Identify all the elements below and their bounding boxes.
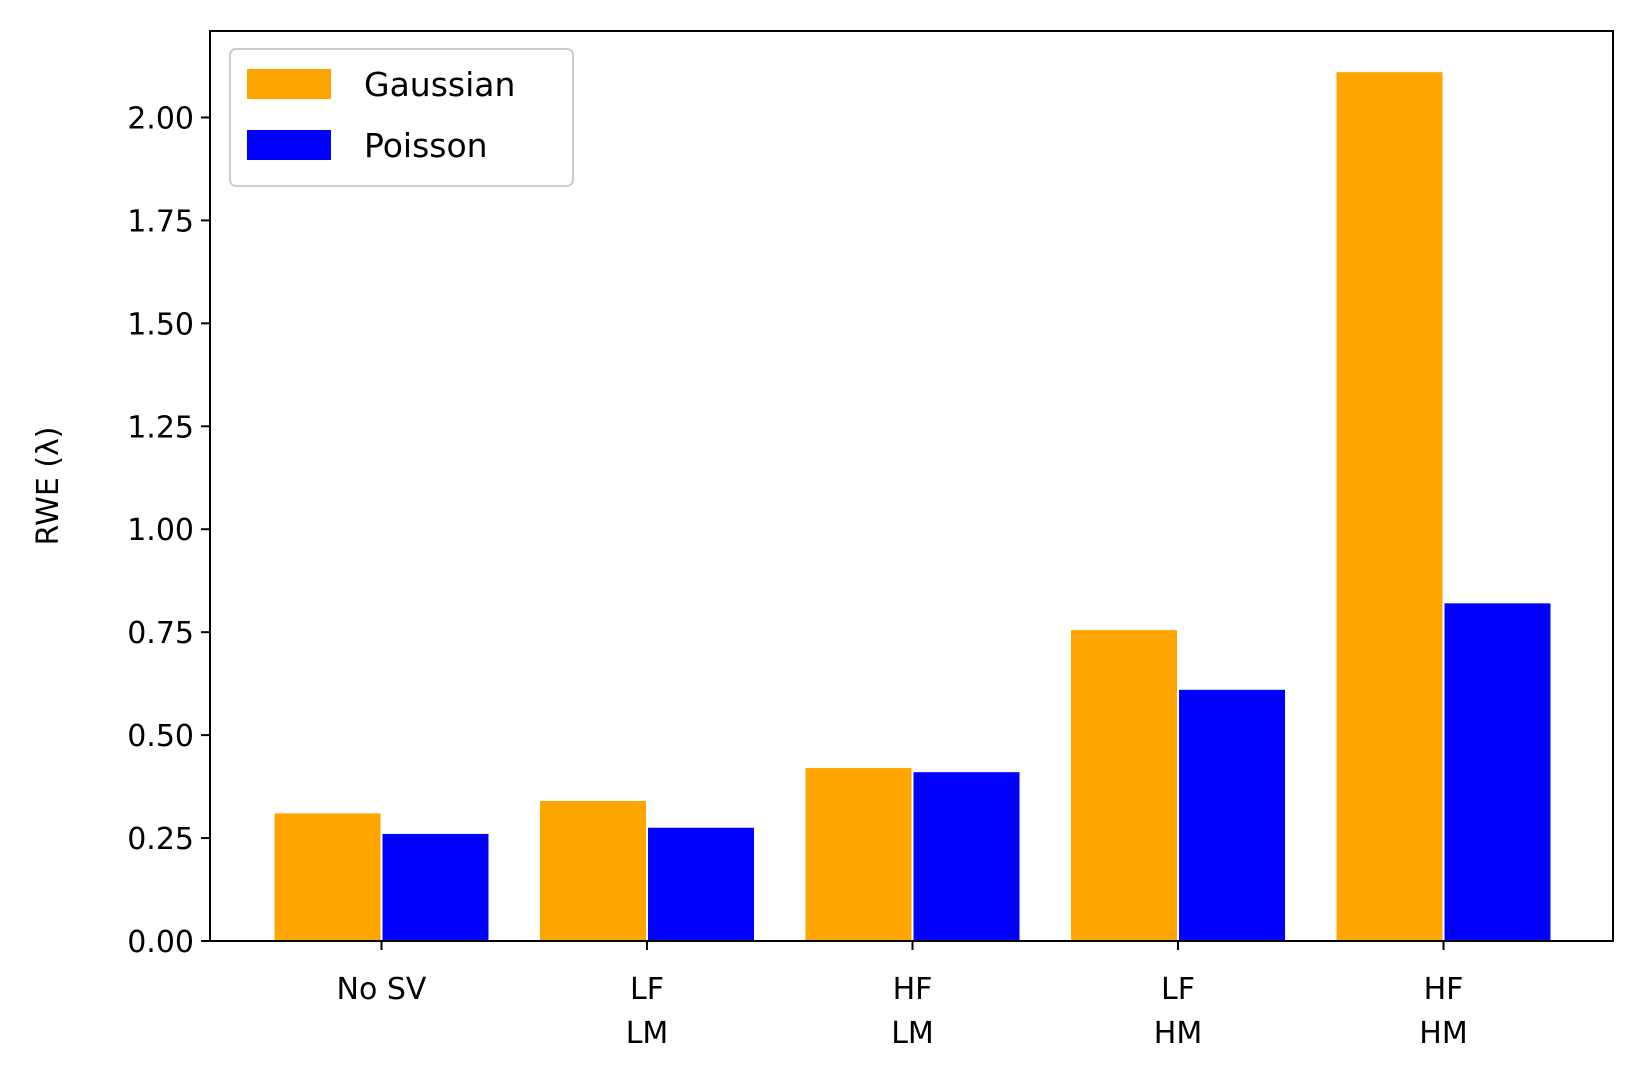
y-tick-label: 2.00 (127, 101, 194, 136)
legend: Gaussian Poisson (229, 48, 574, 187)
bar-poisson-3 (1179, 689, 1285, 941)
bar-gaussian-4 (1336, 72, 1443, 942)
y-tick-label: 1.25 (127, 410, 194, 445)
x-tick-label: LM (891, 1016, 934, 1051)
y-tick-label: 1.75 (127, 204, 194, 239)
y-axis: 0.00 0.25 0.50 0.75 1.00 1.25 1.50 1.75 2.00 (127, 101, 210, 960)
x-tick-label: LF (1161, 972, 1195, 1007)
x-tick-label: HF (893, 972, 933, 1007)
bars-group (274, 72, 1551, 942)
x-tick-label: LM (626, 1016, 669, 1051)
x-tick-label: No SV (337, 972, 427, 1007)
bar-gaussian-1 (540, 801, 646, 941)
bar-poisson-4 (1444, 603, 1551, 941)
x-tick-label: HM (1419, 1016, 1467, 1051)
bar-poisson-2 (913, 772, 1020, 941)
y-tick-label: 1.00 (127, 513, 194, 548)
bar-gaussian-3 (1071, 630, 1177, 941)
y-tick-label: 0.75 (127, 616, 194, 651)
y-axis-label: RWE (λ) (31, 427, 66, 546)
legend-swatch-poisson (247, 130, 331, 160)
y-tick-label: 0.00 (127, 925, 194, 960)
x-tick-label: LF (630, 972, 664, 1007)
bar-gaussian-0 (274, 813, 381, 941)
legend-label-gaussian: Gaussian (364, 65, 515, 104)
bar-gaussian-2 (805, 768, 912, 941)
y-tick-label: 1.50 (127, 307, 194, 342)
bar-poisson-0 (382, 833, 489, 941)
legend-label-poisson: Poisson (364, 126, 488, 165)
x-tick-label: HM (1154, 1016, 1202, 1051)
y-tick-label: 0.25 (127, 822, 194, 857)
bar-poisson-1 (648, 827, 754, 941)
x-axis: No SV LF LM HF LM LF HM HF HM (337, 941, 1468, 1051)
y-tick-label: 0.50 (127, 719, 194, 754)
legend-swatch-gaussian (247, 69, 331, 99)
x-tick-label: HF (1424, 972, 1464, 1007)
